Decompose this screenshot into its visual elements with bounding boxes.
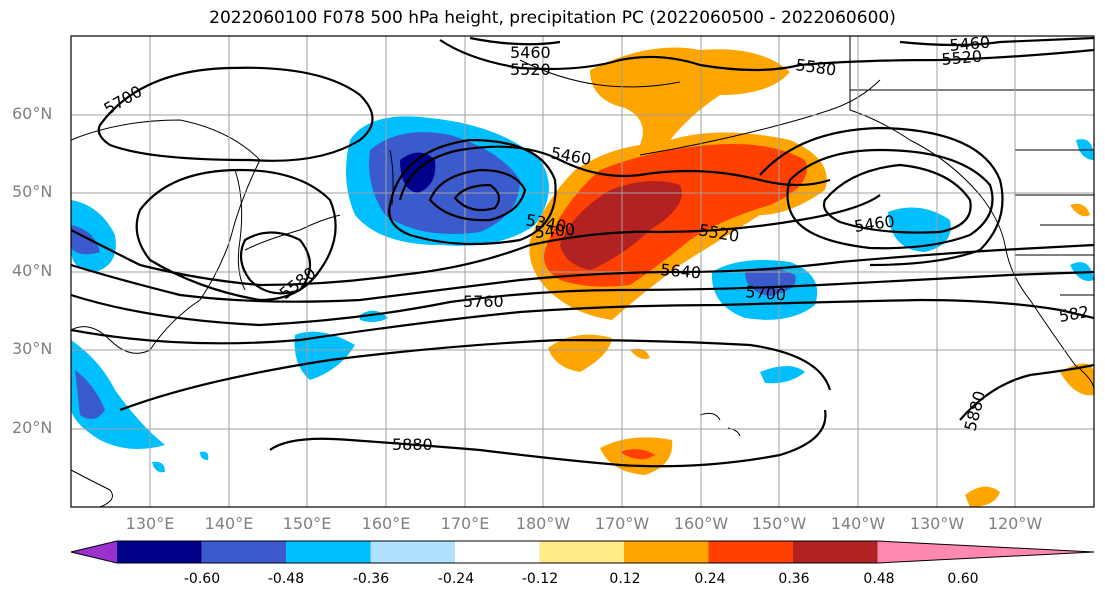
colorbar-outline	[70, 540, 1095, 564]
colorbar-tick-label: 0.12	[609, 571, 641, 587]
lon-label: 130°E	[125, 514, 175, 533]
lat-label: 30°N	[12, 339, 53, 358]
contour-label: 5460	[510, 43, 551, 62]
contour-label: 5760	[463, 292, 504, 311]
lon-label: 140°E	[204, 514, 254, 533]
lon-label: 170°E	[440, 514, 490, 533]
lat-label: 20°N	[12, 418, 53, 437]
colorbar-tick-label: 0.36	[778, 571, 810, 587]
colorbar-segment	[539, 541, 625, 563]
lon-label: 140°W	[830, 514, 886, 533]
colorbar-tick-label: 0.24	[694, 571, 726, 587]
colorbar-segment	[286, 541, 371, 563]
map-title: 2022060100 F078 500 hPa height, precipit…	[209, 8, 896, 28]
colorbar-segment	[708, 541, 794, 563]
height-contours	[71, 36, 1094, 468]
lat-label: 60°N	[12, 104, 53, 123]
contour-label: 5400	[534, 220, 576, 242]
colorbar-tick-label: -0.36	[352, 571, 390, 587]
map-frame	[70, 35, 1095, 508]
colorbar-tick-label: -0.48	[267, 571, 305, 587]
colorbar-tick-label: -0.24	[437, 571, 475, 587]
contour-label: 5640	[660, 260, 702, 282]
contour-label: 5460	[949, 33, 991, 55]
contour-label: 5520	[941, 47, 983, 69]
colorbar-extend-low	[71, 541, 117, 563]
colorbar-tick-label: -0.12	[521, 571, 559, 587]
colorbar-segment	[455, 541, 540, 563]
colorbar	[70, 540, 1095, 564]
lon-label: 130°W	[909, 514, 965, 533]
map-plot-area: 5460 5520 5700 5460 5340 5400 5520 5640 …	[71, 33, 1094, 507]
colorbar-tick-label: -0.60	[183, 571, 221, 587]
contour-label: 5700	[745, 282, 787, 304]
positive-shading	[529, 47, 1094, 507]
lon-label: 180°W	[515, 514, 571, 533]
colorbar-extend-high	[877, 541, 1094, 563]
contour-label: 5880	[392, 435, 433, 454]
lon-label: 120°W	[987, 514, 1043, 533]
colorbar-segment	[370, 541, 456, 563]
negative-shading	[71, 116, 1094, 473]
lat-label: 40°N	[12, 261, 53, 280]
colorbar-segment	[793, 541, 878, 563]
colorbar-segment	[117, 541, 202, 563]
lon-label: 170°W	[594, 514, 650, 533]
colorbar-segment	[624, 541, 709, 563]
lon-label: 150°E	[282, 514, 332, 533]
lat-label: 50°N	[12, 182, 53, 201]
contour-label: 5520	[510, 60, 551, 79]
lon-label: 160°E	[361, 514, 411, 533]
colorbar-tick-label: 0.48	[863, 571, 895, 587]
colorbar-tick-label: 0.60	[947, 571, 979, 587]
lon-label: 160°W	[673, 514, 729, 533]
lon-label: 150°W	[751, 514, 807, 533]
coastlines	[71, 36, 1094, 507]
colorbar-segment	[201, 541, 287, 563]
